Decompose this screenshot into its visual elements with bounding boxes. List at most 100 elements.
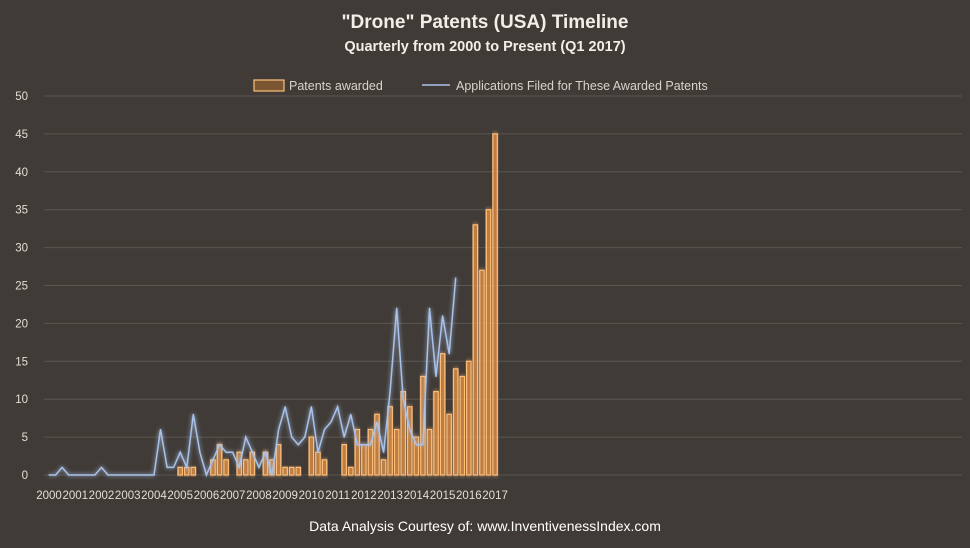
line-point [54,474,57,476]
chart-subtitle: Quarterly from 2000 to Present (Q1 2017) [344,39,626,55]
y-tick-label: 50 [15,91,28,103]
y-tick-label: 15 [15,356,28,368]
bar [492,133,498,476]
line-point [251,451,253,453]
line-point [238,466,240,469]
x-axis-ticks: 2000 2001 2002 2003 2004 2005 2006 2007 2008 2009… [36,490,508,502]
line-series [48,277,457,478]
line-point [448,353,450,355]
bar [393,428,400,476]
line-point [284,406,286,408]
line-point [232,451,234,453]
bar [223,459,229,476]
line-point [179,451,181,453]
x-tick-label: 2003 [115,490,141,502]
bar [190,466,197,476]
line-point [369,444,372,446]
x-tick-label: 2015 [430,490,456,502]
line-point [48,474,50,476]
bar [380,459,387,476]
x-tick-label: 2012 [351,490,377,502]
line-point [363,444,365,446]
line-point [258,466,260,469]
x-tick-label: 2001 [62,490,88,502]
gridlines [44,95,962,476]
line-point [87,474,89,476]
line-point [455,277,457,279]
bar [275,444,282,476]
line-point [323,428,326,431]
bar [243,459,249,476]
line-point [127,474,129,476]
chart-title: "Drone" Patents (USA) Timeline [341,12,629,33]
line-point [389,391,391,393]
bar [485,209,492,476]
line-point [376,421,378,423]
bar [361,444,367,476]
x-tick-label: 2009 [272,490,298,502]
bar [446,413,452,476]
line-point [310,406,312,408]
line-point [402,398,404,400]
bar [295,466,302,476]
line-point [94,474,96,476]
line-point [343,436,345,438]
line-point [304,436,306,438]
bar [387,406,393,476]
line-point [297,444,299,446]
bar [413,436,420,476]
bar [439,353,446,476]
line-point [264,451,267,453]
bar [426,428,433,476]
x-tick-label: 2004 [141,490,167,502]
legend-line-label: Applications Filed for These Awarded Pat… [456,79,708,93]
bar [315,451,321,476]
y-tick-label: 40 [15,167,28,179]
x-tick-label: 2000 [36,490,62,502]
line-point [422,444,424,446]
line-point [271,474,273,476]
line-point [192,413,194,415]
line-point [166,466,168,469]
x-tick-label: 2006 [194,490,220,502]
y-tick-label: 0 [22,470,28,482]
x-tick-label: 2011 [325,490,350,502]
bar [282,466,288,476]
line-point [428,307,431,309]
line-point [100,466,103,469]
line-point [278,428,280,431]
bar [407,406,413,476]
line-point [350,413,352,415]
line-point [225,451,227,453]
y-tick-label: 25 [15,281,28,293]
line-point [317,451,319,453]
line-point [114,474,116,476]
line-point [330,421,332,423]
line-point [199,451,201,453]
bar [347,466,354,476]
line-point [212,459,214,461]
x-tick-label: 2016 [456,490,482,502]
line-point [337,406,339,408]
x-tick-label: 2010 [299,490,325,502]
legend-bar-swatch [253,79,285,92]
bar [466,360,472,476]
line-point [81,474,83,476]
footer-credit: Data Analysis Courtesy of: www.Inventive… [309,518,661,534]
bar-series [177,133,498,476]
line-point [133,474,135,476]
x-tick-label: 2005 [167,490,193,502]
line-point [61,466,63,469]
line-point [173,466,175,469]
line-point [442,315,444,317]
line-point [159,428,162,431]
bar [459,375,466,476]
bar [354,428,361,476]
y-tick-label: 30 [15,243,28,255]
line-point [435,375,437,378]
bar [479,269,485,476]
x-tick-label: 2014 [404,490,430,502]
line-point [68,474,70,476]
line-point [205,474,208,476]
